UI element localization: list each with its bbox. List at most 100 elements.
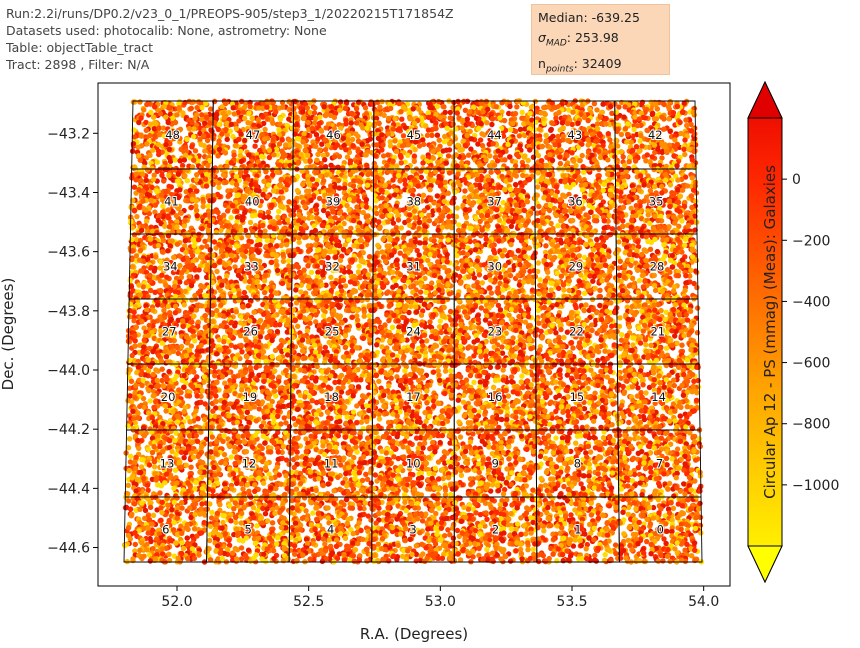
data-point — [209, 128, 215, 135]
data-point — [563, 183, 570, 190]
data-point — [153, 254, 159, 260]
data-point — [667, 203, 673, 210]
data-point — [644, 152, 650, 158]
data-point — [441, 139, 448, 145]
data-point — [315, 151, 321, 158]
data-point — [552, 142, 558, 148]
data-point — [400, 104, 407, 110]
patch-points-45 — [371, 98, 457, 172]
data-point — [387, 212, 393, 219]
data-point — [182, 238, 188, 244]
data-point — [504, 207, 511, 213]
data-point — [220, 172, 227, 178]
data-point — [463, 207, 469, 213]
data-point — [295, 159, 302, 165]
data-point — [257, 163, 263, 169]
data-point — [157, 110, 164, 117]
run-path: Run:2.2i/runs/DP0.2/v23_0_1/PREOPS-905/s… — [6, 6, 454, 21]
data-point — [257, 231, 263, 238]
data-point — [394, 148, 400, 155]
data-point — [391, 192, 398, 198]
data-point — [655, 146, 661, 152]
data-point — [182, 173, 188, 179]
data-point — [442, 133, 448, 140]
data-point — [678, 130, 684, 137]
data-point — [513, 202, 519, 208]
data-point — [489, 121, 495, 128]
data-point — [254, 247, 260, 254]
data-point — [350, 143, 356, 149]
data-point — [655, 217, 661, 224]
data-point — [507, 186, 514, 193]
data-point — [184, 167, 190, 173]
data-point — [223, 179, 229, 185]
data-point — [686, 163, 692, 169]
data-point — [205, 203, 211, 209]
data-point — [279, 203, 285, 209]
data-point — [600, 187, 606, 194]
data-point — [248, 163, 254, 169]
data-point — [461, 176, 467, 183]
data-point — [304, 188, 310, 194]
data-point — [541, 120, 547, 127]
data-point — [338, 125, 344, 131]
data-point — [270, 136, 276, 143]
data-point — [459, 125, 465, 131]
data-point — [654, 106, 660, 112]
data-point — [620, 218, 626, 224]
data-point — [328, 162, 334, 168]
data-point — [257, 212, 263, 219]
data-point — [184, 136, 190, 142]
data-point — [693, 198, 699, 204]
stat-median: Median: -639.25 — [538, 10, 640, 25]
data-point — [444, 207, 451, 213]
data-point — [420, 160, 426, 166]
data-point — [675, 187, 681, 193]
data-point — [400, 133, 407, 139]
data-point — [621, 114, 627, 120]
data-point — [138, 132, 144, 138]
data-point — [350, 183, 357, 189]
data-point — [322, 157, 328, 163]
data-point — [365, 218, 371, 224]
data-point — [284, 176, 291, 182]
data-point — [312, 115, 319, 122]
data-point — [533, 222, 539, 228]
data-point — [209, 198, 216, 204]
data-point — [632, 158, 639, 164]
data-point — [242, 278, 248, 284]
data-point — [253, 137, 259, 144]
data-point — [245, 120, 251, 126]
data-point — [440, 148, 446, 154]
data-point — [274, 267, 281, 274]
data-point — [291, 177, 297, 183]
data-point — [235, 192, 241, 198]
data-point — [436, 207, 442, 213]
data-point — [245, 133, 252, 139]
data-point — [224, 246, 231, 252]
data-point — [538, 158, 545, 164]
data-point — [223, 126, 229, 133]
data-point — [319, 141, 325, 147]
data-point — [347, 158, 354, 164]
data-point — [405, 217, 412, 224]
data-point — [597, 131, 603, 138]
data-point — [557, 197, 564, 203]
data-point — [575, 176, 582, 183]
data-point — [239, 217, 245, 223]
data-point — [384, 162, 390, 169]
data-point — [160, 237, 167, 244]
data-point — [552, 104, 559, 111]
data-point — [473, 193, 479, 200]
data-point — [300, 181, 306, 188]
data-point — [447, 141, 453, 147]
data-point — [382, 182, 388, 188]
data-point — [188, 282, 195, 289]
data-point — [228, 252, 234, 258]
data-point — [143, 127, 149, 133]
data-point — [248, 181, 254, 188]
data-point — [262, 272, 268, 278]
data-point — [437, 114, 443, 121]
data-point — [392, 115, 398, 122]
data-point — [455, 142, 461, 148]
